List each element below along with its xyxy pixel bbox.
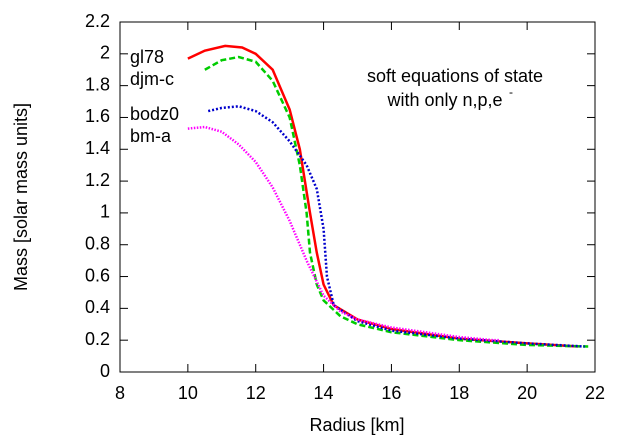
y-tick-label: 1.4 [85,138,110,158]
x-tick-label: 18 [449,383,469,403]
y-tick-label: 1.6 [85,106,110,126]
legend-label: bm-a [130,126,172,146]
series-line [187,125,500,342]
series-line [207,105,585,348]
x-tick-label: 8 [115,383,125,403]
x-tick-label: 22 [585,383,605,403]
y-tick-label: 2 [100,43,110,63]
y-tick-label: 2.2 [85,11,110,31]
x-tick-label: 12 [246,383,266,403]
x-axis-label: Radius [km] [309,415,404,435]
y-tick-label: 1.8 [85,74,110,94]
legend-label: djm-c [130,69,174,89]
y-tick-label: 0.4 [85,297,110,317]
x-tick-label: 14 [314,383,334,403]
series-line [204,55,589,348]
annotation: soft equations of state [367,66,543,86]
y-tick-label: 1.2 [85,170,110,190]
y-tick-label: 0.6 [85,265,110,285]
plot-frame [119,21,596,373]
annotation: with only n,p,e [386,90,502,110]
legend-label: bodz0 [130,104,179,124]
series-line [187,44,579,348]
legend-label: gl78 [130,47,164,67]
x-tick-label: 10 [178,383,198,403]
x-tick-label: 20 [517,383,537,403]
y-tick-label: 0 [100,361,110,381]
y-tick-label: 1 [100,202,110,222]
x-tick-label: 16 [381,383,401,403]
annotation-superscript: - [509,85,513,99]
y-tick-label: 0.2 [85,329,110,349]
y-tick-label: 0.8 [85,233,110,253]
y-axis-label: Mass [solar mass units] [11,103,31,291]
